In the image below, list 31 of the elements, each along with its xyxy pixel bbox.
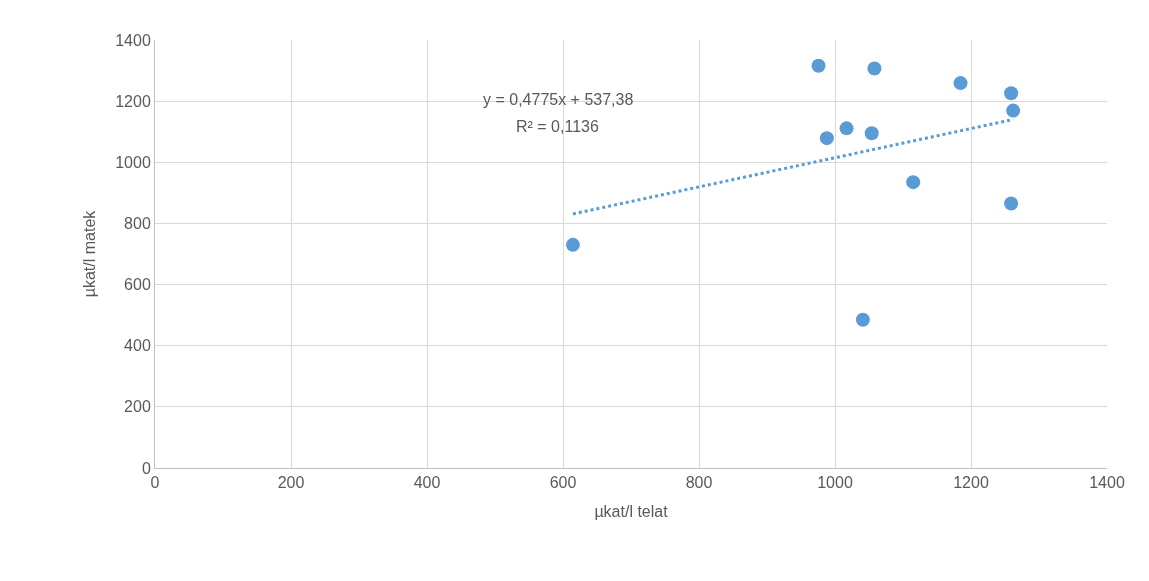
annotation: R² = 0,1136 [516, 118, 599, 135]
point [953, 76, 968, 91]
y-tick-label: 1400 [115, 31, 151, 49]
x-axis-title: µkat/l telat [594, 502, 669, 520]
x-tick-label: 1200 [953, 474, 989, 492]
point [855, 312, 870, 327]
x-tick-label: 200 [277, 474, 305, 492]
x-tick-label: 1400 [1089, 474, 1125, 492]
point [565, 237, 580, 252]
y-tick-label: 600 [124, 276, 151, 294]
annotation: y = 0,4775x + 537,38 [483, 91, 634, 108]
x-tick-label: 600 [549, 474, 577, 492]
point [1004, 196, 1019, 211]
y-axis-title: µkat/l matek [81, 209, 99, 298]
y-tick-label: 400 [124, 337, 151, 355]
point [1006, 103, 1021, 118]
x-tick-label: 800 [685, 474, 713, 492]
y-tick-label: 800 [124, 215, 151, 233]
point [1004, 86, 1019, 101]
y-tick-label: 1200 [115, 92, 151, 110]
point [811, 58, 826, 73]
y-tick-label: 0 [141, 459, 151, 477]
y-tick-label: 200 [124, 398, 151, 416]
y-tick-label: 1000 [115, 153, 151, 171]
point [864, 126, 879, 141]
x-tick-label: 400 [413, 474, 441, 492]
x-tick-label: 1000 [817, 474, 853, 492]
point [819, 131, 834, 146]
point [839, 121, 854, 136]
point [906, 175, 921, 190]
point [867, 61, 882, 76]
